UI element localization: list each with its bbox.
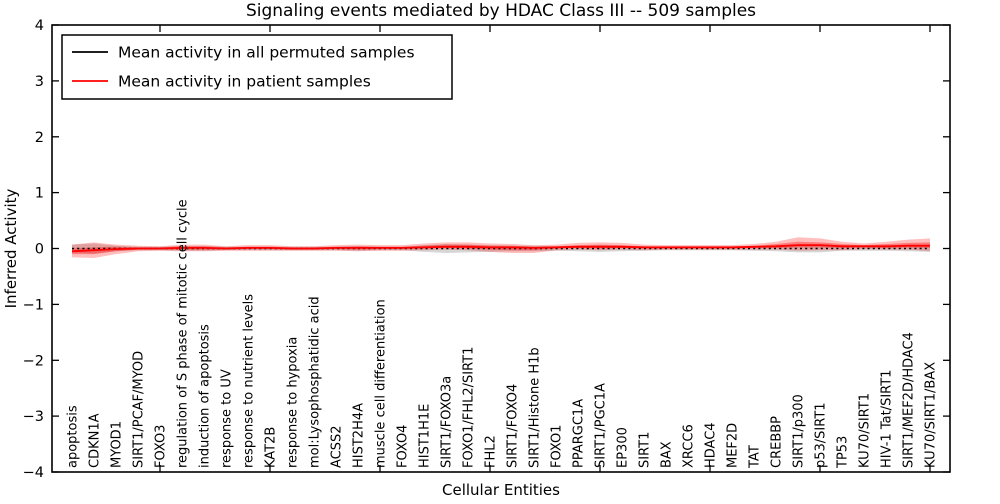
mean-activity-in-patient-samples-line	[71, 244, 930, 253]
x-category-label: HDAC4	[704, 422, 719, 468]
x-category-label: XRCC6	[682, 424, 697, 468]
x-category-label: mol:Lysophosphatidic acid	[308, 296, 323, 468]
x-category-label: SIRT1/PCAF/MYOD	[132, 351, 147, 468]
legend-label: Mean activity in all permuted samples	[118, 44, 415, 62]
x-category-label: SIRT1/p300	[792, 394, 807, 468]
x-category-label: HIV-1 Tat/SIRT1	[880, 370, 895, 468]
y-tick-label: −3	[23, 409, 44, 425]
x-category-label: regulation of S phase of mitotic cell cy…	[176, 199, 191, 468]
x-axis-label: Cellular Entities	[442, 481, 560, 499]
x-category-label: SIRT1	[638, 432, 653, 468]
x-category-label: induction of apoptosis	[198, 324, 213, 468]
y-tick-label: −2	[23, 353, 44, 369]
x-category-label: MEF2D	[726, 423, 741, 468]
y-tick-label: 2	[35, 130, 44, 146]
y-tick-label: −4	[23, 465, 44, 481]
x-category-label: KAT2B	[264, 427, 279, 468]
x-category-label: ACSS2	[330, 425, 345, 468]
y-tick-label: −1	[23, 297, 44, 313]
x-category-label: PPARGC1A	[572, 399, 587, 468]
x-category-label: CDKN1A	[88, 413, 103, 468]
x-category-label: response to UV	[220, 369, 235, 468]
x-category-label: response to hypoxia	[286, 337, 301, 468]
x-category-label: HIST1H1E	[418, 404, 433, 468]
y-tick-label: 1	[35, 186, 44, 202]
permuted-samples-band	[72, 243, 930, 254]
x-category-label: SIRT1/Histone H1b	[528, 347, 543, 468]
x-category-label: FHL2	[484, 435, 499, 468]
x-category-label: SIRT1/FOXO3a	[440, 376, 455, 468]
x-category-label: MYOD1	[110, 421, 125, 468]
x-category-label: FOXO3	[154, 425, 169, 468]
x-category-label: TP53	[836, 436, 851, 469]
x-category-label: p53/SIRT1	[814, 402, 829, 468]
x-category-label: KU70/SIRT1/BAX	[924, 362, 939, 468]
x-category-label: FOXO1/FHL2/SIRT1	[462, 347, 477, 468]
y-tick-label: 4	[35, 18, 44, 34]
x-category-label: muscle cell differentiation	[374, 299, 389, 468]
legend-box	[61, 34, 453, 100]
x-category-label: SIRT1/PGC1A	[594, 383, 609, 468]
y-tick-label: 0	[35, 242, 44, 258]
x-category-label: SIRT1/FOXO4	[506, 384, 521, 468]
x-category-label: EP300	[616, 427, 631, 468]
x-category-label: CREBBP	[770, 416, 785, 468]
x-category-label: BAX	[660, 441, 675, 468]
plot-area: 4 3 2 1 0 −1 −2 −3 −4 apoptosis CDKN1A MYOD1 SIRT1/P…	[23, 18, 951, 481]
legend-label: Mean activity in patient samples	[118, 73, 371, 91]
x-category-label: SIRT1/MEF2D/HDAC4	[902, 332, 917, 468]
x-category-label: response to nutrient levels	[242, 294, 257, 468]
chart-title: Signaling events mediated by HDAC Class …	[246, 1, 756, 21]
x-category-label: FOXO4	[396, 425, 411, 468]
x-category-label: FOXO1	[550, 425, 565, 468]
y-tick-label: 3	[35, 74, 44, 90]
x-category-label: TAT	[748, 445, 763, 469]
x-category-label: KU70/SIRT1	[858, 393, 873, 468]
x-category-label: HIST2H4A	[352, 403, 367, 468]
x-category-label: apoptosis	[66, 405, 81, 468]
y-axis-label: Inferred Activity	[2, 188, 20, 308]
